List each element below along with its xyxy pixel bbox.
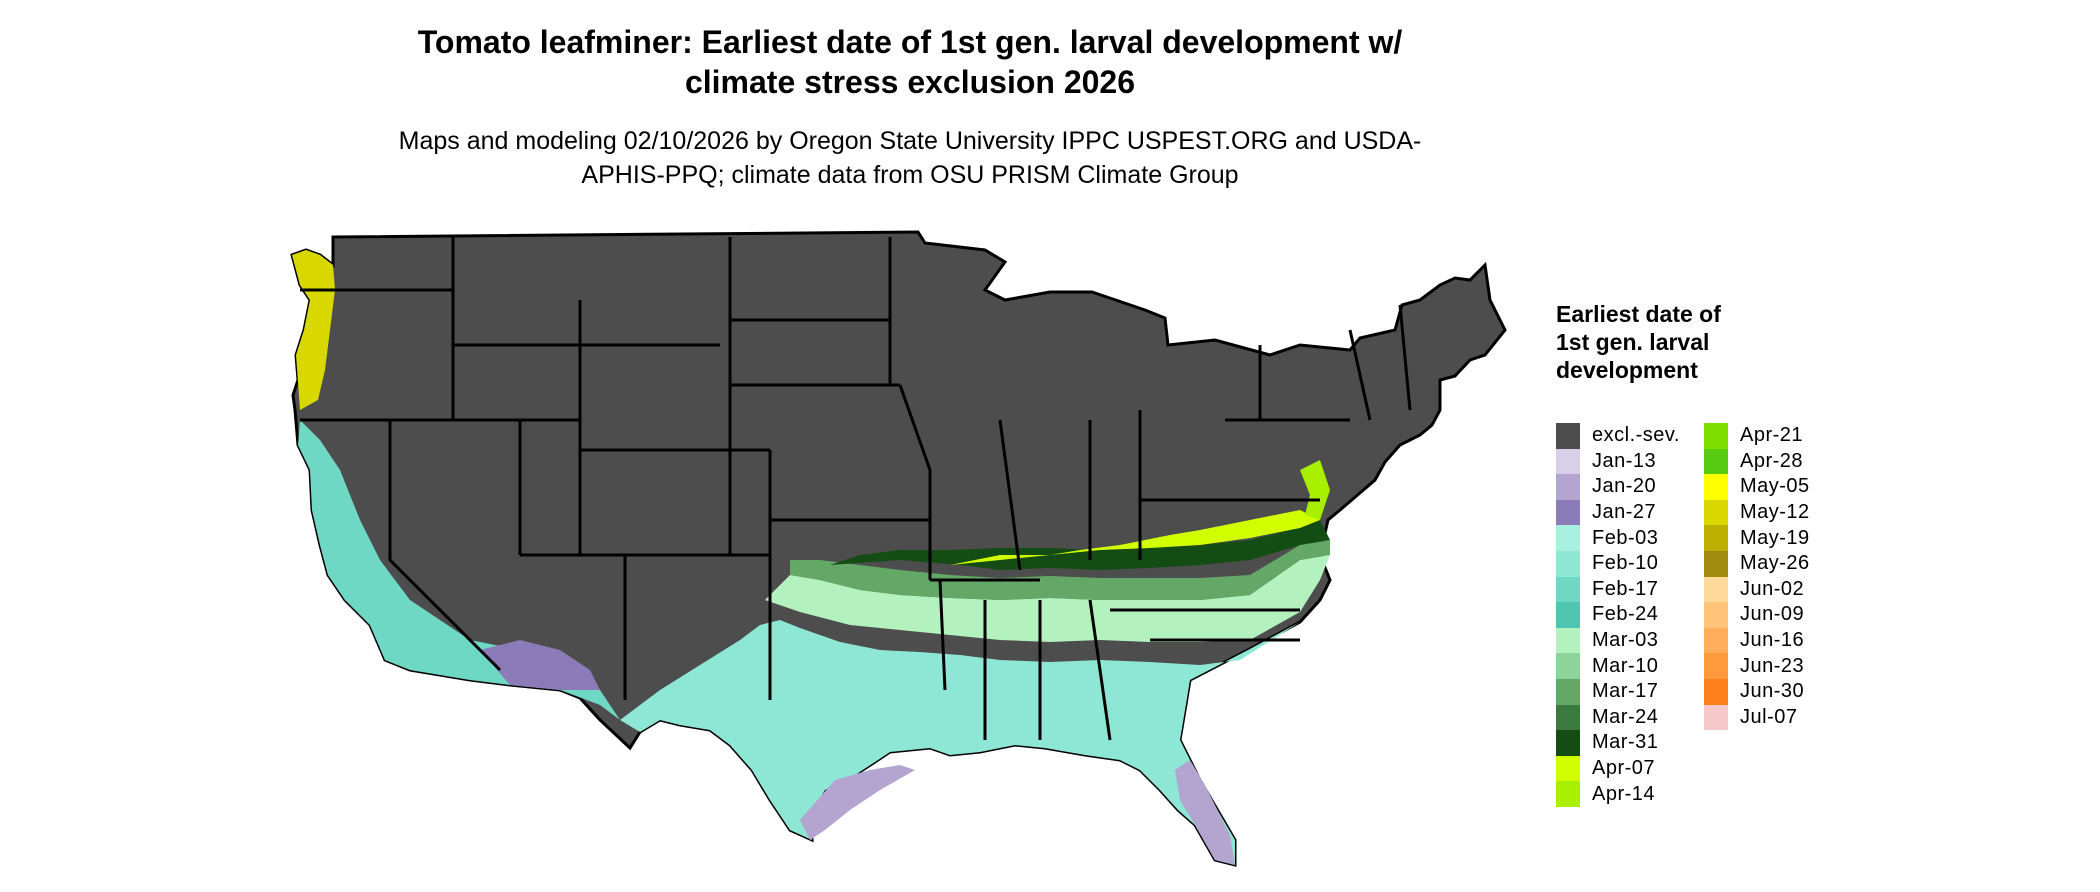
legend-swatch <box>1703 550 1728 577</box>
legend-label: Jun-16 <box>1739 629 1805 652</box>
legend-swatch <box>1703 448 1728 475</box>
legend-item: Jan-13 <box>1556 448 1680 475</box>
legend: excl.-sev. Jan-13 Jan-20 Jan-27 Feb-03 Feb-10… <box>1556 423 1810 807</box>
legend-item: excl.-sev. <box>1556 423 1680 449</box>
legend-item: Jun-09 <box>1703 602 1810 628</box>
legend-swatch <box>1703 423 1728 449</box>
zone-gulf-feb <box>620 620 1300 865</box>
legend-item: Feb-17 <box>1556 576 1680 603</box>
legend-label: Feb-24 <box>1592 603 1659 626</box>
legend-swatch <box>1703 602 1728 628</box>
legend-label: Jan-20 <box>1592 475 1657 498</box>
legend-column-2: Apr-21 Apr-28 May-05 May-12 May-19 May-26 Jun-… <box>1703 423 1810 807</box>
legend-item: Jan-20 <box>1556 474 1680 500</box>
legend-swatch <box>1556 576 1580 603</box>
legend-label: Mar-31 <box>1592 731 1659 754</box>
legend-item: Feb-10 <box>1556 550 1680 577</box>
legend-item: May-12 <box>1703 499 1810 526</box>
legend-label: Feb-10 <box>1592 552 1659 575</box>
legend-swatch <box>1703 499 1728 526</box>
legend-item: Apr-14 <box>1556 781 1680 807</box>
legend-label: Jan-27 <box>1592 501 1657 524</box>
legend-item: May-19 <box>1703 525 1810 551</box>
legend-label: Jun-30 <box>1739 680 1805 703</box>
legend-swatch <box>1556 781 1580 807</box>
legend-item: Apr-21 <box>1703 423 1810 449</box>
legend-swatch <box>1703 704 1728 731</box>
legend-item: Mar-24 <box>1556 704 1680 731</box>
legend-label: Apr-21 <box>1739 424 1804 447</box>
legend-label: Jun-23 <box>1739 654 1805 677</box>
legend-item: Jan-27 <box>1556 499 1680 526</box>
legend-swatch <box>1703 576 1728 603</box>
map-title: Tomato leafminer: Earliest date of 1st g… <box>417 24 1403 100</box>
legend-label: Apr-28 <box>1739 449 1804 472</box>
zone-south-mar-green <box>790 540 1330 600</box>
legend-item: Mar-10 <box>1556 653 1680 679</box>
legend-swatch <box>1556 730 1580 756</box>
legend-label: Feb-17 <box>1592 577 1659 600</box>
legend-item: May-26 <box>1703 550 1810 577</box>
legend-swatch <box>1556 474 1580 500</box>
legend-label: Jan-13 <box>1592 449 1657 472</box>
state-borders <box>300 237 1412 741</box>
legend-swatch <box>1556 678 1580 705</box>
legend-label: Mar-24 <box>1592 705 1659 728</box>
legend-swatch <box>1556 499 1580 526</box>
legend-label: May-05 <box>1739 475 1810 498</box>
legend-item: Feb-03 <box>1556 525 1680 551</box>
legend-swatch <box>1703 678 1728 705</box>
legend-swatch <box>1703 653 1728 679</box>
legend-label: May-12 <box>1739 501 1810 524</box>
legend-item: Feb-24 <box>1556 602 1680 628</box>
zone-texas-jan <box>800 765 915 840</box>
legend-label: Apr-07 <box>1592 757 1656 780</box>
legend-item: Jun-02 <box>1703 576 1810 603</box>
legend-item: May-05 <box>1703 474 1810 500</box>
map-subtitle: Maps and modeling 02/10/2026 by Oregon S… <box>398 127 1422 189</box>
zone-south-mar31 <box>830 520 1330 570</box>
zone-south-mar <box>765 555 1330 642</box>
legend-swatch <box>1556 602 1580 628</box>
legend-label: Mar-10 <box>1592 654 1659 677</box>
legend-swatch <box>1556 704 1580 731</box>
legend-swatch <box>1556 423 1580 449</box>
legend-column-1: excl.-sev. Jan-13 Jan-20 Jan-27 Feb-03 Feb-10… <box>1556 423 1680 807</box>
zone-arizona-jan <box>480 640 600 690</box>
legend-swatch <box>1703 474 1728 500</box>
legend-item: Jun-16 <box>1703 627 1810 654</box>
legend-item: Mar-17 <box>1556 678 1680 705</box>
legend-swatch <box>1556 448 1580 475</box>
legend-swatch <box>1556 525 1580 551</box>
us-map <box>290 230 1507 867</box>
legend-item: Mar-31 <box>1556 730 1680 756</box>
legend-label: Mar-03 <box>1592 629 1659 652</box>
legend-label: May-19 <box>1739 526 1810 549</box>
legend-item: Apr-28 <box>1703 448 1810 475</box>
zone-apr-band <box>950 510 1320 565</box>
zone-northeast-apr <box>1300 460 1330 520</box>
legend-item: Apr-07 <box>1556 755 1680 782</box>
legend-label: Jun-09 <box>1739 603 1805 626</box>
legend-swatch <box>1556 550 1580 577</box>
legend-swatch <box>1703 627 1728 654</box>
legend-swatch <box>1556 627 1580 654</box>
legend-item: Mar-03 <box>1556 627 1680 654</box>
legend-label: Apr-14 <box>1592 782 1656 805</box>
legend-label: May-26 <box>1739 552 1810 575</box>
legend-title: Earliest date of 1st gen. larval develop… <box>1556 301 1721 383</box>
legend-label: Jun-02 <box>1739 577 1805 600</box>
legend-swatch <box>1703 525 1728 551</box>
legend-item: Jul-07 <box>1703 704 1810 731</box>
legend-item: Jun-23 <box>1703 653 1810 679</box>
legend-swatch <box>1556 755 1580 782</box>
legend-swatch <box>1556 653 1580 679</box>
zone-florida-jan <box>1175 760 1235 865</box>
legend-label: Jul-07 <box>1739 705 1798 728</box>
legend-label: excl.-sev. <box>1592 424 1680 447</box>
legend-label: Feb-03 <box>1592 526 1659 549</box>
legend-item: Jun-30 <box>1703 678 1810 705</box>
legend-label: Mar-17 <box>1592 680 1659 703</box>
